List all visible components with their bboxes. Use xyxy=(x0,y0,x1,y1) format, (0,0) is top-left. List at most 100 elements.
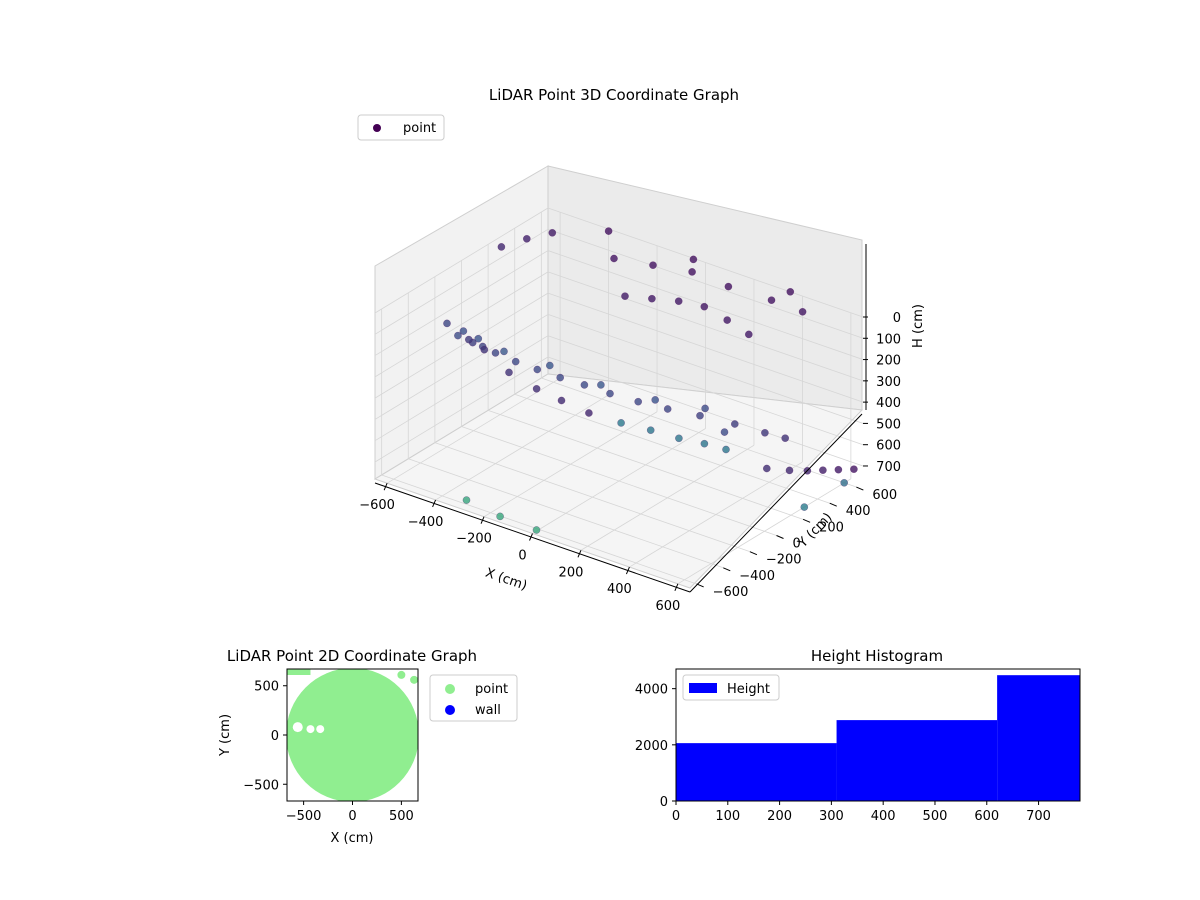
scatter-3d-point-16 xyxy=(511,357,520,366)
scatter-3d-point-26 xyxy=(761,428,769,437)
x-axis-line xyxy=(374,482,691,593)
y-tick-3d-label-6: 600 xyxy=(872,488,897,503)
scatter-3d-point-42 xyxy=(819,466,827,475)
grid-3d-z-left-1 xyxy=(374,228,549,335)
scatter-3d-point-33 xyxy=(785,466,794,475)
legend-2d: point wall xyxy=(429,674,518,722)
x-tick-3d-mark-3 xyxy=(529,533,533,541)
scatter-3d-point-13 xyxy=(580,381,589,389)
histogram-bar-0 xyxy=(676,743,837,801)
point-cloud-2d-gap-2 xyxy=(306,725,315,734)
scatter-3d-point-6 xyxy=(474,334,483,343)
scatter-3d-point-34 xyxy=(497,243,506,251)
scatter-3d-point-38 xyxy=(617,419,625,427)
scatter-3d-point-28 xyxy=(781,434,790,443)
plot-3d: LiDAR Point 3D Coordinate Graph −600−400… xyxy=(357,86,926,614)
grid-3d-z-back-1 xyxy=(547,228,864,339)
scatter-3d-point-18 xyxy=(491,349,500,357)
legend-hist-label: Height xyxy=(727,682,770,697)
grid-3d-z-left-6 xyxy=(374,335,549,442)
x-tick-3d-label-2: −200 xyxy=(456,532,492,547)
scatter-3d-point-58 xyxy=(649,261,657,270)
x-tick-2d-label-1: 0 xyxy=(348,809,356,824)
scatter-3d-point-51 xyxy=(723,316,732,324)
y-tick-3d-mark-0 xyxy=(696,583,704,588)
y-tick-3d-label-2: −200 xyxy=(766,553,802,568)
scatter-3d-point-14 xyxy=(533,365,542,374)
z-tick-3d-label-4: 400 xyxy=(876,396,901,411)
y-tick-3d-mark-6 xyxy=(856,486,864,491)
grid-3d-z-left-5 xyxy=(374,314,549,420)
x-tick-3d-label-4: 200 xyxy=(559,565,584,580)
grid-3d-z-left-2 xyxy=(374,250,549,356)
legend-hist-frame xyxy=(682,674,780,701)
y-tick-3d-label-1: −400 xyxy=(739,569,775,584)
y-tick-2d-label-2: 500 xyxy=(254,680,279,695)
legend-3d: point xyxy=(357,114,445,141)
grid-3d-y-floor-3 xyxy=(461,426,777,536)
y-axis-line xyxy=(689,413,863,593)
legend-3d-frame xyxy=(357,114,445,141)
scatter-3d-point-53 xyxy=(798,307,807,316)
scatter-3d-point-48 xyxy=(744,330,753,339)
legend-3d-label: point xyxy=(403,121,436,136)
grid-3d-z-back-0 xyxy=(547,207,864,318)
grid-3d-y-floor-4 xyxy=(487,409,804,520)
point-cloud-2d xyxy=(287,669,418,801)
point-cloud-2d-dot-2 xyxy=(410,675,418,684)
scatter-3d-point-50 xyxy=(674,297,683,306)
scatter-3d-point-47 xyxy=(648,294,656,303)
scatter-3d-point-36 xyxy=(585,409,593,417)
scatter-3d-point-3 xyxy=(545,361,554,370)
scatter-3d-point-30 xyxy=(532,384,541,393)
y-tick-3d-mark-5 xyxy=(829,502,837,507)
x-tick-hist-label-1: 100 xyxy=(715,809,740,824)
legend-2d-wall-label: wall xyxy=(475,703,501,718)
grid-3d-z-left-0 xyxy=(374,207,549,314)
scatter-3d-point-29 xyxy=(505,368,513,377)
scatter-3d-point-31 xyxy=(762,464,771,473)
z-axis-label-3d: H (cm) xyxy=(911,304,926,348)
scatter-3d-point-15 xyxy=(606,389,614,398)
scatter-3d-point-60 xyxy=(724,282,733,291)
ticks-histogram: 0 100 200 300 400 500 600 700 0 2000 4000 xyxy=(635,683,1051,824)
y-tick-3d-label-3: 0 xyxy=(793,537,801,552)
plot-histogram: Height Histogram 0 100 200 300 400 500 600 7000… xyxy=(635,647,1081,824)
scatter-3d-point-25 xyxy=(464,335,473,344)
scatter-3d-point-57 xyxy=(840,478,849,487)
scatter-3d-point-55 xyxy=(767,296,776,305)
x-tick-hist-label-4: 400 xyxy=(871,809,896,824)
scatter-3d-point-62 xyxy=(689,255,698,264)
scatter-3d-point-56 xyxy=(850,465,858,474)
scatter-3d-point-27 xyxy=(480,345,489,354)
y-tick-hist-label-2: 4000 xyxy=(635,683,668,698)
x-tick-3d-mark-5 xyxy=(625,566,630,575)
x-tick-2d-label-0: −500 xyxy=(286,809,322,824)
x-tick-3d-mark-0 xyxy=(383,482,388,491)
scatter-3d-point-5 xyxy=(597,381,605,389)
point-cloud-2d-dot-1 xyxy=(397,670,406,679)
z-tick-3d-label-3: 300 xyxy=(876,375,901,390)
grid-3d-z-back-4 xyxy=(547,292,864,403)
y-tick-3d-label-4: 200 xyxy=(819,520,844,535)
x-tick-hist-label-0: 0 xyxy=(672,809,680,824)
z-tick-3d-label-6: 600 xyxy=(876,439,901,454)
scatter-3d-point-54 xyxy=(610,254,618,263)
x-tick-hist-label-3: 300 xyxy=(819,809,844,824)
grid-3d-z-back-3 xyxy=(547,271,864,382)
scatter-3d-point-46 xyxy=(548,228,557,237)
scatter-3d-point-12 xyxy=(556,373,565,382)
scatter-3d-point-44 xyxy=(700,439,709,448)
title-histogram: Height Histogram xyxy=(811,647,943,665)
title-3d: LiDAR Point 3D Coordinate Graph xyxy=(489,86,739,104)
scatter-3d-point-24 xyxy=(730,420,739,428)
scatter-3d-point-63 xyxy=(786,287,795,296)
legend-2d-point-marker xyxy=(445,684,455,694)
scatter-3d-point-7 xyxy=(651,396,660,404)
scatter-3d-point-8 xyxy=(459,327,468,335)
x-tick-3d-label-3: 0 xyxy=(518,549,526,564)
scatter-3d-point-41 xyxy=(722,445,730,454)
x-tick-2d-label-2: 500 xyxy=(389,809,414,824)
scatter-3d-point-35 xyxy=(800,503,809,511)
ticks-2d: −500 −500 0 0 500 500 xyxy=(243,680,414,824)
